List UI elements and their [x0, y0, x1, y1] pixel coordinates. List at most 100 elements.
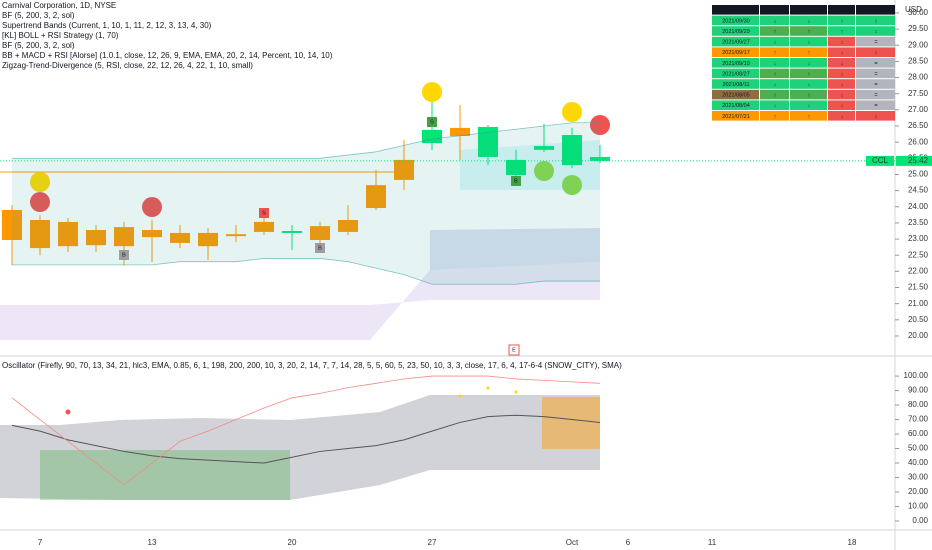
table-cell: [760, 26, 789, 36]
table-cell-text: ↓: [841, 103, 844, 109]
signal-tag: [259, 208, 269, 218]
table-cell: [828, 79, 855, 89]
table-cell: [790, 58, 827, 68]
table-cell-text: =: [874, 103, 877, 109]
table-cell-text: ↓: [774, 61, 777, 67]
table-cell-text: ↓: [774, 82, 777, 88]
signal-circle: [562, 102, 582, 122]
x-tick-label: 7: [38, 538, 43, 547]
table-cell-text: ↕: [875, 114, 878, 120]
table-cell-text: ↓: [808, 40, 811, 46]
table-header-cell: [856, 5, 895, 15]
supertrend-zone: [430, 228, 600, 270]
table-cell-text: 2021/09/30: [722, 18, 750, 24]
x-tick-label: 18: [848, 538, 857, 547]
table-cell-text: ↓: [774, 103, 777, 109]
signal-tag: [511, 176, 521, 186]
table-cell: [760, 111, 789, 121]
y-tick-label: 28.50: [908, 56, 929, 65]
oscillator-line: [11, 414, 601, 464]
table-cell: [790, 79, 827, 89]
earnings-label: E: [512, 347, 516, 353]
y-tick-label: 30.00: [908, 8, 929, 17]
last-price-label: 25.42: [908, 156, 929, 165]
table-cell-text: ↓: [841, 50, 844, 56]
candle-body: [86, 230, 106, 246]
symbol-badge: [866, 155, 894, 166]
table-cell: [712, 68, 759, 79]
table-cell: [712, 15, 759, 26]
chart-title: Carnival Corporation, 1D, NYSE: [2, 1, 116, 10]
supertrend-zone: [0, 262, 600, 340]
y-tick-label: 20.00: [908, 331, 929, 340]
x-tick-label: 20: [288, 538, 297, 547]
candle-body: [310, 226, 330, 241]
table-cell: [790, 15, 827, 26]
table-cell-text: 2021/09/27: [722, 40, 750, 46]
table-cell: [790, 100, 827, 110]
oscillator-zone: [40, 450, 290, 500]
signal-circle: [142, 197, 162, 217]
table-cell-text: =: [874, 82, 877, 88]
signal-circle: [30, 192, 50, 212]
candle-body: [394, 159, 414, 180]
y-tick-label: 70.00: [908, 415, 929, 424]
table-cell-text: 2021/08/27: [722, 71, 750, 77]
table-cell: [856, 100, 895, 110]
y-tick-label: 22.50: [908, 250, 929, 259]
table-cell: [712, 79, 759, 89]
table-cell: [712, 100, 759, 110]
table-cell: [856, 36, 895, 47]
signal-dot: [486, 386, 490, 390]
signal-circle: [30, 172, 50, 192]
signal-label: S: [430, 119, 434, 125]
candle-body: [30, 219, 50, 249]
oscillator-zone: [542, 397, 600, 449]
y-tick-label: 20.50: [908, 315, 929, 324]
table-cell: [760, 15, 789, 26]
band-upper: [12, 122, 600, 159]
table-cell: [828, 36, 855, 47]
table-cell-text: ↑: [774, 93, 777, 99]
table-cell: [856, 26, 895, 36]
indicator-legend: Supertrend Bands (Current, 1, 10, 1, 11,…: [2, 21, 212, 30]
table-cell-text: ↓: [808, 61, 811, 67]
table-cell: [760, 79, 789, 89]
table-cell: [828, 15, 855, 26]
table-cell: [790, 68, 827, 79]
candle-body: [338, 219, 358, 232]
table-cell: [856, 15, 895, 26]
table-cell-text: 2021/09/29: [722, 29, 750, 35]
table-cell: [712, 58, 759, 68]
candle-body: [562, 135, 582, 166]
table-cell-text: ↑: [774, 50, 777, 56]
signal-dot: [514, 390, 518, 394]
candle-body: [226, 234, 246, 237]
table-cell: [790, 89, 827, 100]
table-cell-text: 2021/08/05: [722, 93, 750, 99]
oscillator-title: Oscillator (Firefly, 90, 70, 13, 34, 21,…: [2, 361, 622, 370]
table-cell: [828, 47, 855, 57]
y-tick-label: 90.00: [908, 386, 929, 395]
oscillator-band: [0, 395, 600, 500]
table-cell: [828, 89, 855, 100]
table-cell: [856, 79, 895, 89]
table-cell: [712, 111, 759, 121]
signal-tag: [119, 250, 129, 260]
y-tick-label: 60.00: [908, 429, 929, 438]
table-cell: [760, 58, 789, 68]
table-cell-text: ↕: [875, 50, 878, 56]
table-cell: [856, 89, 895, 100]
signal-label: B: [318, 245, 322, 251]
table-cell-text: ↓: [808, 18, 811, 24]
table-header: Oscillator: [798, 8, 821, 14]
table-cell-text: =: [874, 40, 877, 46]
y-tick-label: 20.00: [908, 487, 929, 496]
candle-body: [142, 230, 162, 238]
table-cell-text: ↑: [808, 114, 811, 120]
x-tick-label: Oct: [566, 538, 579, 547]
earnings-badge: [508, 344, 520, 356]
candle-body: [254, 221, 274, 232]
signal-dot: [65, 409, 71, 415]
